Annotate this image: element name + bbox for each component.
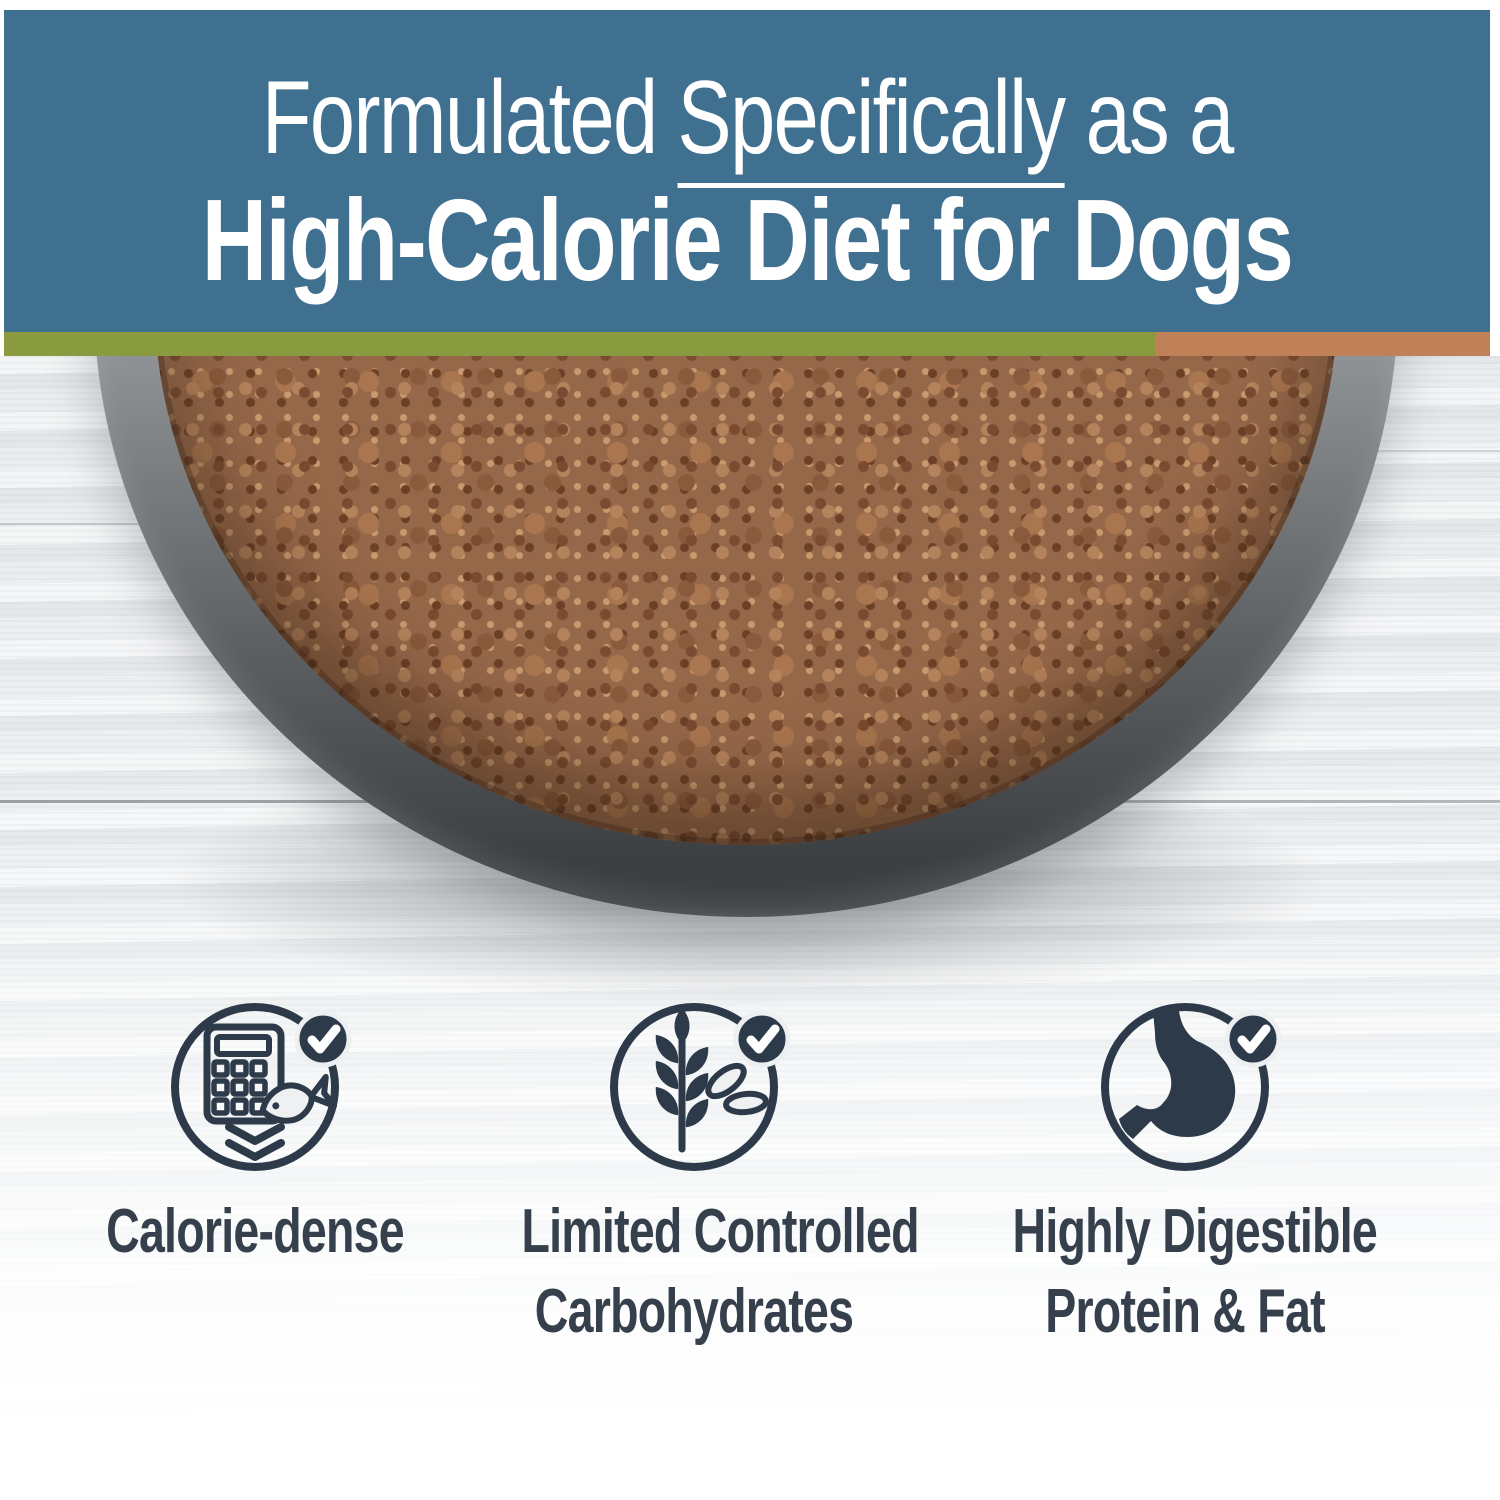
wheat-grain-icon: [610, 1003, 791, 1171]
check-badge-icon: [733, 1010, 791, 1068]
headline-pre: Formulated: [261, 60, 678, 176]
headline-line1-text: Formulated Specifically as a: [262, 66, 1234, 170]
headline-underlined-word: Specifically: [677, 60, 1066, 176]
double-chevron-down: [225, 1123, 285, 1161]
feature-label: Calorie-dense: [25, 1192, 485, 1272]
product-photo: [0, 356, 1500, 1500]
stomach-icon: [1101, 1003, 1282, 1171]
grain-seeds: [705, 1062, 769, 1116]
feature-label: Limited Controlled Carbohydrates: [464, 1192, 924, 1352]
fish-glyph: [259, 1073, 338, 1124]
check-badge-icon: [1224, 1010, 1282, 1068]
feature-label: Highly Digestible Protein & Fat: [955, 1192, 1415, 1352]
headline-line2: High-Calorie Diet for Dogs: [4, 182, 1490, 298]
headline-post: as a: [1064, 60, 1234, 176]
feature-label-line: Highly Digestible: [1012, 1197, 1378, 1266]
photo-fade: [0, 356, 1500, 1500]
feature-label-line: Calorie-dense: [106, 1197, 405, 1266]
feature-label-line: Limited Controlled: [521, 1197, 920, 1266]
accent-bar-green: [4, 332, 1155, 356]
headline-line2-text: High-Calorie Diet for Dogs: [201, 175, 1294, 305]
headline-line1: Formulated Specifically as a: [4, 66, 1490, 170]
check-badge-icon: [294, 1010, 352, 1068]
header-banner: Formulated Specifically as a High-Calori…: [4, 10, 1490, 332]
feature-label-line: Carbohydrates: [534, 1277, 854, 1346]
accent-bar-orange: [1155, 332, 1490, 356]
calculator-fish-icon: [171, 1003, 352, 1171]
feature-label-line: Protein & Fat: [1045, 1277, 1325, 1346]
